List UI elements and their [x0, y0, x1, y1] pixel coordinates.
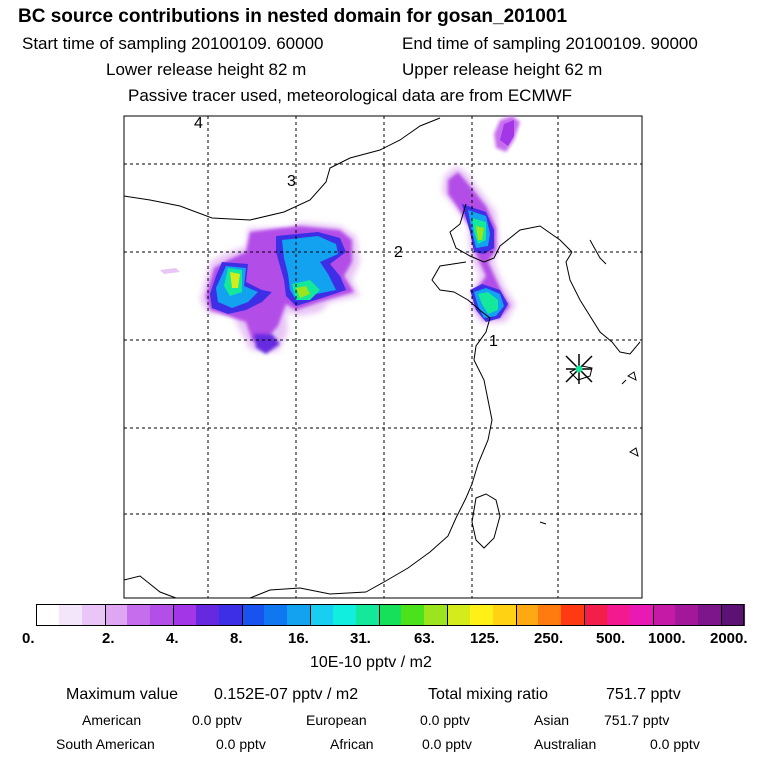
colorbar-cell	[58, 604, 83, 626]
colorbar-cell	[81, 604, 105, 626]
tracer-note: Passive tracer used, meteorological data…	[128, 86, 573, 105]
colorbar-tick-3: 8.	[230, 630, 243, 647]
concentration-plume-west	[160, 222, 360, 354]
colorbar-cell	[218, 604, 243, 626]
plot-title: BC source contributions in nested domain…	[18, 6, 568, 27]
colorbar-cell	[310, 604, 335, 626]
colorbar-cell	[401, 604, 425, 626]
colorbar-tick-9: 500.	[596, 630, 626, 647]
upper-release-height: Upper release height 62 m	[402, 60, 603, 79]
colorbar-cell	[538, 604, 562, 626]
colorbar-cell	[424, 604, 448, 626]
region-african-value: 0.0 pptv	[422, 736, 472, 752]
region-american-label: American	[82, 712, 142, 728]
region-european-label: European	[306, 712, 367, 728]
colorbar-cell	[195, 604, 220, 626]
colorbar-units: 10E-10 pptv / m2	[310, 654, 432, 671]
colorbar-cell	[332, 604, 357, 626]
region-australian-value: 0.0 pptv	[650, 736, 700, 752]
colorbar-cell	[150, 604, 174, 626]
colorbar-cell	[264, 604, 288, 626]
region-australian-label: Australian	[534, 736, 597, 752]
colorbar-tick-1: 2.	[102, 630, 115, 647]
max-value-label: Maximum value	[66, 686, 179, 703]
colorbar-cell	[127, 604, 151, 626]
coastlines	[123, 117, 641, 599]
colorbar-cell	[447, 604, 472, 626]
total-mixing-value: 751.7 pptv	[606, 686, 681, 703]
colorbar-cell	[173, 604, 198, 626]
map-label-4: 4	[194, 115, 203, 132]
colorbar-tick-6: 63.	[414, 630, 435, 647]
map-frame	[123, 115, 643, 599]
colorbar-cell	[36, 604, 60, 626]
colorbar-cell	[469, 604, 494, 626]
colorbar-cell	[492, 604, 517, 626]
colorbar-cell	[515, 604, 540, 626]
colorbar-tick-0: 0.	[22, 630, 35, 647]
region-european-value: 0.0 pptv	[420, 712, 470, 728]
concentration-plume-east	[442, 116, 520, 324]
colorbar-cell	[561, 604, 585, 626]
map-label-3: 3	[287, 173, 296, 190]
colorbar-cell	[287, 604, 311, 626]
colorbar-tick-4: 16.	[288, 630, 309, 647]
max-value: 0.152E-07 pptv / m2	[214, 686, 359, 703]
region-american-value: 0.0 pptv	[192, 712, 242, 728]
colorbar-cell	[629, 604, 654, 626]
colorbar-tick-11: 2000.	[710, 630, 748, 647]
region-asian-value: 751.7 pptv	[604, 712, 670, 728]
colorbar-tick-7: 125.	[470, 630, 500, 647]
colorbar-tick-2: 4.	[166, 630, 179, 647]
map-label-2: 2	[394, 244, 403, 261]
colorbar-cell	[698, 604, 722, 626]
region-south-american-label: South American	[56, 736, 155, 752]
colorbar-cell	[606, 604, 631, 626]
colorbar-cell	[378, 604, 403, 626]
start-time: Start time of sampling 20100109. 60000	[22, 34, 324, 53]
colorbar-tick-10: 1000.	[648, 630, 686, 647]
end-time: End time of sampling 20100109. 90000	[402, 34, 698, 53]
lat-lon-grid	[124, 116, 642, 598]
colorbar-frame	[36, 604, 744, 626]
map-label-1: 1	[489, 333, 498, 350]
region-african-label: African	[330, 736, 374, 752]
lower-release-height: Lower release height 82 m	[106, 60, 307, 79]
colorbar-tick-5: 31.	[350, 630, 371, 647]
colorbar-cell	[675, 604, 699, 626]
colorbar-cell	[241, 604, 266, 626]
colorbar-cell	[104, 604, 129, 626]
star-marker	[565, 354, 593, 384]
total-mixing-label: Total mixing ratio	[428, 686, 549, 703]
colorbar-tick-8: 250.	[534, 630, 564, 647]
region-asian-label: Asian	[534, 712, 570, 728]
colorbar-cell	[584, 604, 609, 626]
colorbar-cell	[355, 604, 380, 626]
colorbar-cell	[721, 604, 746, 626]
colorbar	[36, 604, 746, 626]
colorbar-cell	[652, 604, 677, 626]
region-south-american-value: 0.0 pptv	[216, 736, 266, 752]
